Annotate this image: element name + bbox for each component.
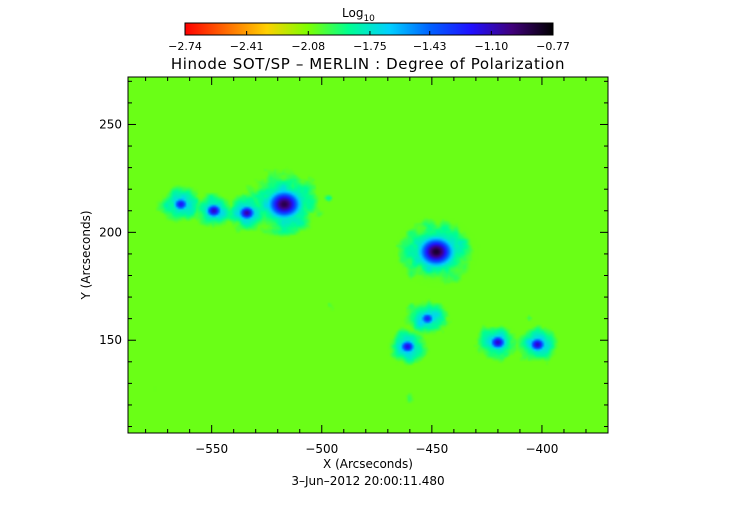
x-tick-label: −550 <box>195 442 228 456</box>
heatmap-image <box>128 77 608 433</box>
y-tick-label: 200 <box>99 225 122 239</box>
chart-title: Hinode SOT/SP – MERLIN : Degree of Polar… <box>171 55 565 73</box>
plot-frame <box>127 76 609 434</box>
axis-ticks: −550 −500 −450 −400 150 200 250 <box>99 77 609 456</box>
colorbar-ticks: −2.74 −2.41 −2.08 −1.75 −1.43 −1.10 −0.77 <box>168 31 570 53</box>
x-tick-label: −400 <box>525 442 558 456</box>
colorbar-label-subscript: 10 <box>363 14 375 24</box>
colorbar-tick-label: −2.08 <box>291 40 325 53</box>
colorbar-tick-label: −1.75 <box>353 40 387 53</box>
timestamp: 3–Jun–2012 20:00:11.480 <box>291 474 444 488</box>
x-axis-label: X (Arcseconds) <box>323 457 413 471</box>
y-tick-label: 150 <box>99 333 122 347</box>
x-tick-label: −500 <box>305 442 338 456</box>
y-tick-label: 250 <box>99 117 122 131</box>
y-axis-label: Y (Arcseconds) <box>79 210 93 300</box>
x-tick-label: −450 <box>415 442 448 456</box>
colorbar-tick-label: −2.41 <box>230 40 264 53</box>
colorbar-tick-label: −0.77 <box>536 40 570 53</box>
colorbar-tick-label: −1.10 <box>474 40 508 53</box>
colorbar-tick-label: −2.74 <box>168 40 202 53</box>
colorbar-tick-label: −1.43 <box>413 40 447 53</box>
colorbar-label: Log10 <box>342 6 375 24</box>
colorbar <box>184 22 554 36</box>
plot-area <box>128 77 608 433</box>
